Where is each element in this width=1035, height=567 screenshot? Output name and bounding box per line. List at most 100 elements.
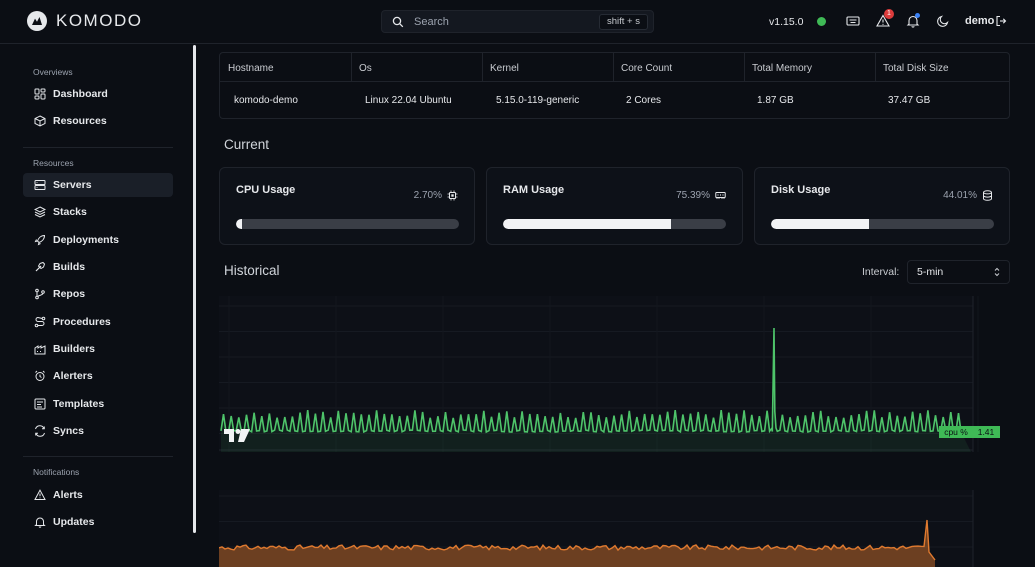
ram-usage-card: RAM Usage 75.39% (486, 167, 743, 245)
table-header: Kernel (490, 63, 519, 74)
server-icon (34, 180, 46, 190)
sidebar-divider (23, 456, 173, 457)
cpu-icon (447, 190, 458, 201)
moon-icon[interactable] (936, 14, 950, 28)
sidebar-item-label: Alerters (53, 370, 93, 382)
table-cell: 37.47 GB (888, 95, 931, 106)
sidebar-item-label: Deployments (53, 234, 119, 246)
sidebar-item-updates[interactable]: Updates (23, 510, 173, 534)
sync-icon (35, 425, 45, 437)
interval-select[interactable]: 5-min (907, 260, 1010, 284)
search-shortcut: shift + s (599, 14, 648, 30)
komodo-logo-icon (27, 11, 47, 31)
box-icon (34, 115, 46, 127)
keyboard-icon[interactable] (846, 14, 860, 28)
search-bar[interactable]: shift + s (381, 10, 654, 33)
app-name: KOMODO (56, 11, 143, 30)
sidebar-item-label: Updates (53, 516, 95, 528)
cpu-usage-bar-fill (236, 219, 243, 229)
sidebar-item-label: Builds (53, 261, 86, 273)
sidebar-item-alerts[interactable]: Alerts (23, 483, 173, 507)
cpu-last-value-box (973, 426, 1000, 438)
sidebar-item-label: Repos (53, 288, 86, 300)
sidebar-item-dashboard[interactable]: Dashboard (23, 82, 173, 106)
card-title: RAM Usage (503, 184, 565, 196)
alarm-icon (35, 370, 45, 381)
dashboard-icon (34, 88, 46, 100)
username-label[interactable]: demo (965, 15, 995, 27)
sidebar-item-templates[interactable]: Templates (23, 392, 173, 416)
sidebar-scrollbar[interactable] (193, 45, 196, 533)
bell-icon (34, 517, 46, 528)
version-label: v1.15.0 (769, 16, 804, 28)
git-branch-icon (35, 288, 45, 300)
memory-series-area (219, 520, 935, 567)
cpu-series-area (221, 328, 971, 452)
disk-usage-bar-fill (771, 219, 870, 229)
table-header: Core Count (621, 63, 673, 74)
logout-icon[interactable] (995, 15, 1007, 27)
memory-icon (715, 192, 726, 199)
table-col-divider (875, 53, 876, 81)
table-cell: komodo-demo (234, 95, 298, 106)
memory-history-chart[interactable] (219, 490, 1010, 567)
disk-usage-percent: 44.01% (943, 190, 977, 201)
sidebar-item-label: Builders (53, 343, 96, 355)
sidebar (0, 45, 195, 567)
sidebar-item-syncs[interactable]: Syncs (23, 419, 173, 443)
cpu-series-label: cpu % 1.41 (939, 426, 1000, 438)
search-icon (392, 16, 404, 27)
cpu-history-chart[interactable]: cpu % 1.41 (219, 296, 1010, 452)
memory-history-chart-svg[interactable] (219, 490, 1010, 567)
cpu-series-name-box (939, 426, 973, 438)
sidebar-item-repos[interactable]: Repos (23, 282, 173, 306)
table-col-divider (482, 53, 483, 81)
sidebar-item-stacks[interactable]: Stacks (23, 200, 173, 224)
search-input[interactable] (414, 15, 584, 28)
sidebar-divider (23, 147, 173, 148)
factory-icon (34, 345, 46, 355)
rocket-icon (34, 234, 46, 246)
app-logo[interactable]: KOMODO (27, 11, 142, 31)
current-section-title: Current (224, 137, 270, 152)
cpu-last-value: 1.41 (978, 427, 995, 437)
tradingview-logo-icon[interactable] (224, 428, 250, 443)
table-header: Hostname (228, 63, 274, 74)
sidebar-item-alerters[interactable]: Alerters (23, 364, 173, 388)
sidebar-item-label: Dashboard (53, 88, 108, 100)
cpu-history-chart-svg[interactable]: cpu % 1.41 (219, 296, 1010, 452)
sidebar-item-procedures[interactable]: Procedures (23, 310, 173, 334)
sidebar-item-label: Resources (53, 115, 107, 127)
table-cell: Linux 22.04 Ubuntu (365, 95, 452, 106)
alert-triangle-icon[interactable] (876, 14, 890, 28)
historical-section-title: Historical (224, 263, 280, 278)
template-icon (34, 398, 46, 410)
table-cell: 2 Cores (626, 95, 662, 106)
alerts-count-badge: 1 (884, 9, 894, 19)
table-cell: 5.15.0-119-generic (496, 95, 580, 106)
top-bar: KOMODO shift + s v1.15.0 1 demo (0, 0, 1035, 44)
sidebar-item-label: Alerts (53, 489, 83, 501)
sidebar-item-deployments[interactable]: Deployments (23, 228, 173, 252)
sidebar-item-resources[interactable]: Resources (23, 109, 173, 133)
route-icon (34, 316, 46, 328)
cpu-series-name: cpu % (944, 427, 968, 437)
disk-usage-bar (771, 219, 994, 229)
table-header-divider (220, 81, 1009, 82)
table-cell: 1.87 GB (757, 95, 794, 106)
sidebar-item-label: Procedures (53, 316, 111, 328)
sidebar-item-label: Syncs (53, 425, 84, 437)
ram-usage-percent: 75.39% (676, 190, 710, 201)
table-col-divider (744, 53, 745, 81)
sidebar-item-label: Stacks (53, 206, 87, 218)
alert-triangle-icon (34, 489, 46, 500)
interval-selected-value: 5-min (917, 266, 944, 278)
sidebar-item-servers[interactable]: Servers (23, 173, 173, 197)
sidebar-section-resources: Resources (33, 158, 74, 168)
ram-usage-bar (503, 219, 726, 229)
table-header: Os (359, 63, 372, 74)
sidebar-section-notifications: Notifications (33, 467, 80, 477)
cpu-usage-percent: 2.70% (413, 190, 442, 201)
sidebar-item-builders[interactable]: Builders (23, 337, 173, 361)
sidebar-item-builds[interactable]: Builds (23, 255, 173, 279)
